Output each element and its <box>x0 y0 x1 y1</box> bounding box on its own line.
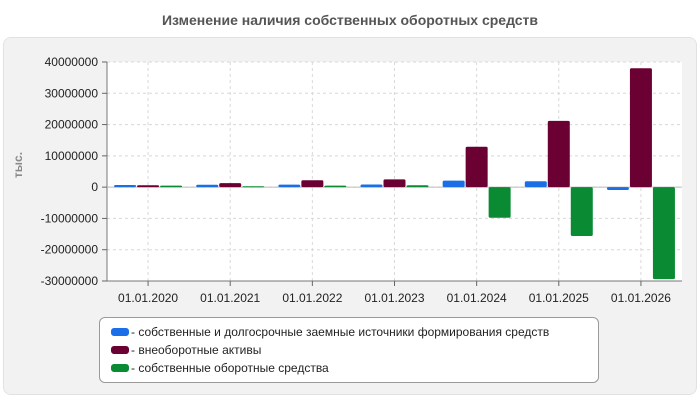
y-tick-label: -20000000 <box>41 243 99 257</box>
bar-series-1-4 <box>465 146 488 188</box>
legend-label-noncurrent-assets: - внеоборотные активы <box>131 343 262 357</box>
y-tick-label: 20000000 <box>45 118 99 132</box>
legend-swatch-sources <box>111 328 129 336</box>
bar-series-2-4 <box>488 187 511 218</box>
bar-series-2-2 <box>324 185 347 188</box>
y-axis-label: тыс. <box>11 152 25 178</box>
chart-legend: - собственные и долгосрочные заемные ист… <box>99 317 599 383</box>
bar-series-0-4 <box>442 180 465 188</box>
bar-series-1-2 <box>301 180 324 188</box>
bar-series-0-6 <box>606 187 629 190</box>
legend-item-noncurrent-assets: - внеоборотные активы <box>100 341 598 359</box>
x-tick-label: 01.01.2022 <box>282 291 342 305</box>
bar-series-1-3 <box>383 179 406 188</box>
bar-series-0-0 <box>114 184 137 188</box>
legend-swatch-noncurrent-assets <box>111 346 129 354</box>
x-tick-label: 01.01.2021 <box>200 291 260 305</box>
y-tick-label: 30000000 <box>45 86 99 100</box>
bar-series-2-5 <box>570 187 593 236</box>
x-tick-label: 01.01.2024 <box>447 291 507 305</box>
bar-series-2-1 <box>242 186 265 188</box>
legend-item-working-capital: - собственные оборотные средства <box>100 359 598 377</box>
bar-series-1-6 <box>629 68 652 188</box>
legend-swatch-working-capital <box>111 364 129 372</box>
y-tick-label: 0 <box>91 180 98 194</box>
x-tick-label: 01.01.2026 <box>611 291 671 305</box>
bar-series-2-6 <box>652 187 675 280</box>
legend-label-sources: - собственные и долгосрочные заемные ист… <box>131 325 550 339</box>
bar-series-2-0 <box>160 185 183 188</box>
bar-series-0-1 <box>196 184 219 188</box>
y-tick-label: -10000000 <box>41 211 99 225</box>
chart-title: Изменение наличия собственных оборотных … <box>161 12 539 28</box>
bar-series-0-3 <box>360 184 383 188</box>
bar-series-1-1 <box>219 183 242 188</box>
bar-series-0-5 <box>524 181 547 188</box>
x-tick-label: 01.01.2023 <box>364 291 424 305</box>
x-tick-label: 01.01.2020 <box>118 291 178 305</box>
bar-series-1-5 <box>547 120 570 188</box>
y-tick-label: 40000000 <box>45 55 99 69</box>
bar-series-1-0 <box>137 185 160 188</box>
legend-item-sources: - собственные и долгосрочные заемные ист… <box>100 323 598 341</box>
legend-label-working-capital: - собственные оборотные средства <box>131 361 329 375</box>
bar-series-0-2 <box>278 184 301 188</box>
y-tick-label: -30000000 <box>41 274 99 288</box>
bar-series-2-3 <box>406 185 429 188</box>
x-tick-label: 01.01.2025 <box>529 291 589 305</box>
y-tick-label: 10000000 <box>45 149 99 163</box>
